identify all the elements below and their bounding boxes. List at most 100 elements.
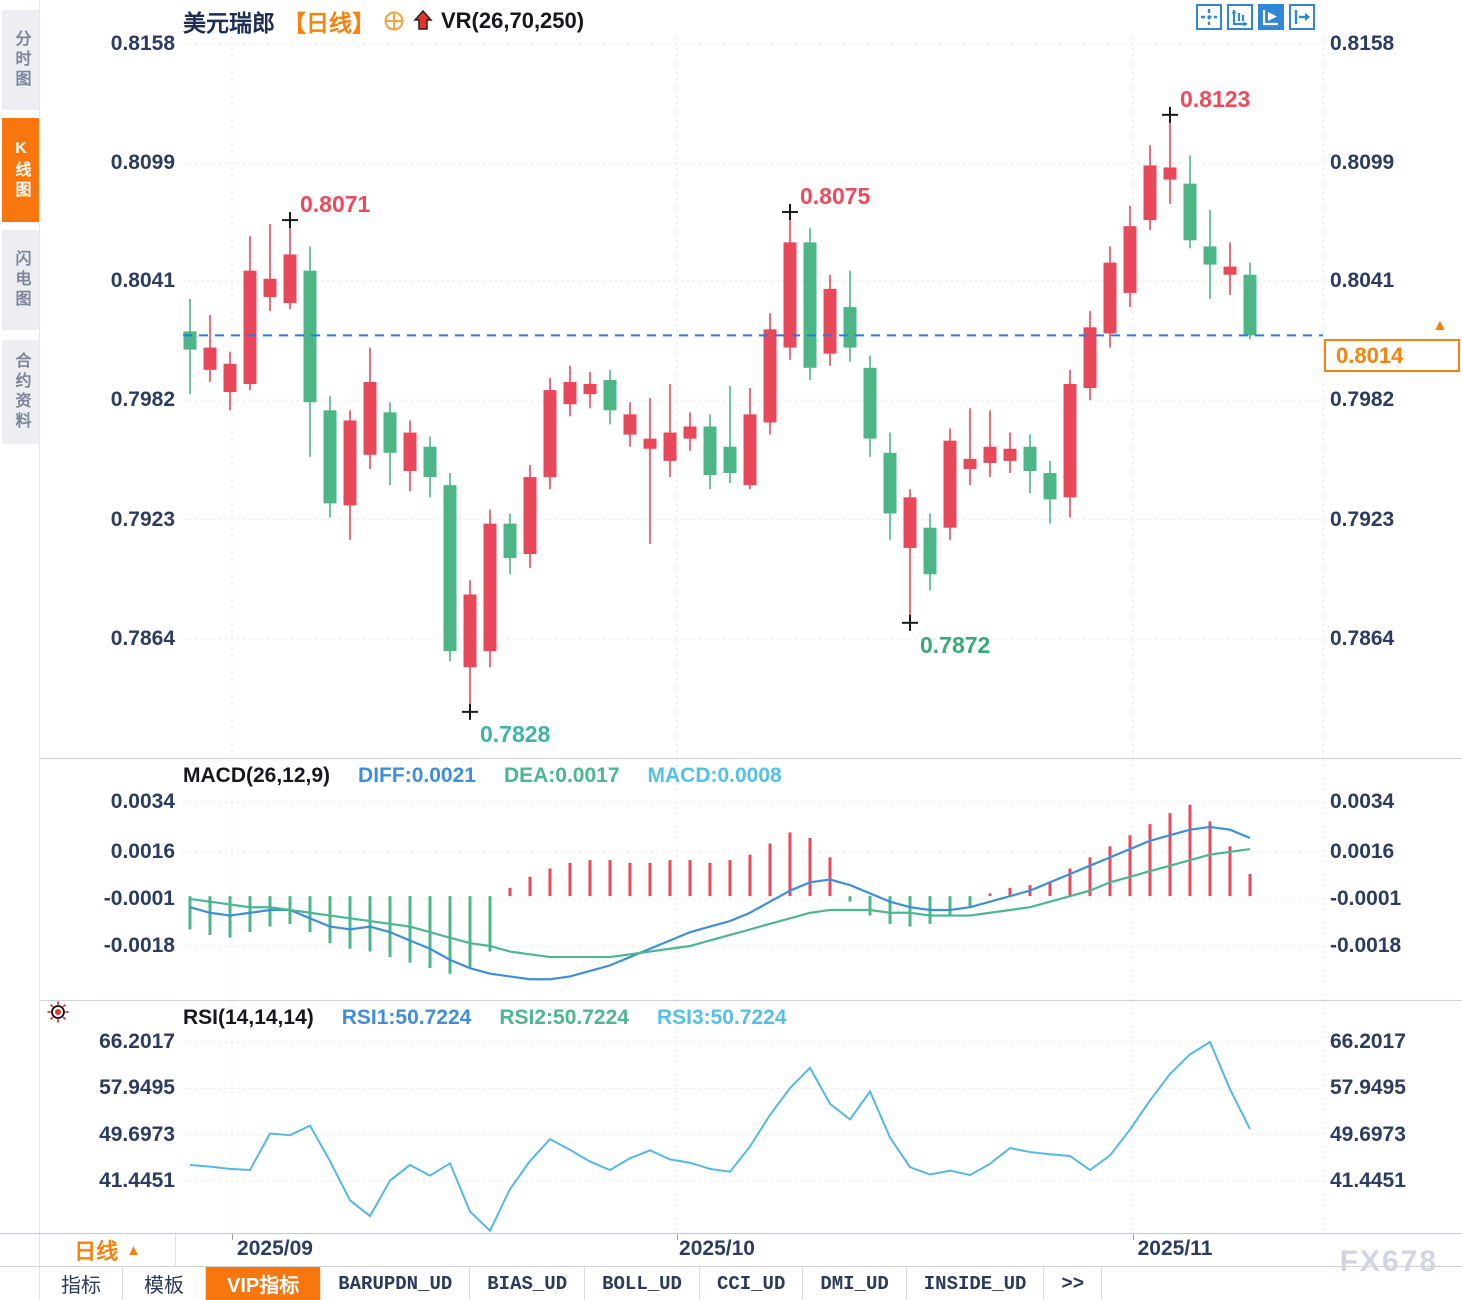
candle-body (763, 329, 777, 423)
date-tick-label: 2025/11 (1137, 1237, 1213, 1260)
period-selector[interactable]: 日线 ▲ (40, 1234, 176, 1266)
price-axis-right: 0.8158 0.8099 0.8041 0.7982 0.7923 0.7864 (1330, 32, 1460, 758)
axis-tick-label: -0.0001 (1330, 886, 1402, 910)
candle-body (463, 594, 477, 668)
axis-tick-label: 0.8158 (1330, 32, 1395, 55)
chart-play-icon[interactable] (1258, 4, 1284, 30)
window-icon-group (1196, 4, 1315, 30)
time-axis: 日线 ▲ 2025/09 2025/10 2025/11 (0, 1233, 1462, 1267)
candle-body (443, 485, 457, 652)
candle-body (523, 477, 537, 554)
rsi-line (189, 1040, 1251, 1233)
candle-body (483, 523, 497, 652)
candle-body (683, 426, 697, 439)
price-annotation: 0.8075 (800, 183, 871, 209)
candle-body (543, 390, 557, 478)
dea-line (189, 847, 1251, 959)
rsi-panel[interactable]: RSI(14,14,14) RSI1:50.7224 RSI2:50.7224 … (40, 1000, 1462, 1234)
candle-body (363, 381, 377, 455)
date-tick-mark (677, 1234, 678, 1240)
indicator-tab-2[interactable]: 模板 (123, 1267, 206, 1300)
axis-scale-icon[interactable] (1227, 4, 1253, 30)
indicator-tab-9[interactable]: INSIDE_UD (907, 1267, 1045, 1300)
period-up-triangle-icon: ▲ (126, 1241, 141, 1259)
date-tick-mark (232, 1234, 233, 1240)
candlestick-chart: 0.8071 0.7828 0.8075 0.7872 0.8123 (183, 36, 1324, 758)
axis-tick-label: 0.8158 (110, 32, 175, 55)
axis-tick-label: 0.0034 (110, 790, 175, 813)
date-tick-label: 2025/09 (237, 1237, 313, 1260)
candle-body (883, 452, 897, 514)
candle-body (323, 410, 337, 504)
indicator-tab-1[interactable]: 指标 (40, 1267, 123, 1300)
macd-axis-left: 0.0034 0.0016 -0.0001 -0.0018 (80, 759, 175, 1000)
axis-tick-label: 0.8099 (1330, 151, 1395, 175)
exit-right-icon[interactable] (1289, 4, 1315, 30)
macd-title[interactable]: MACD(26,12,9) (183, 764, 331, 787)
sun-alert-icon[interactable] (46, 1000, 70, 1024)
current-price-tag[interactable]: 0.8014 (1324, 339, 1460, 372)
candle-body (423, 446, 437, 478)
candle-body (723, 446, 737, 474)
sidebar-tab-2[interactable]: K线图 (2, 118, 39, 222)
candle-body (263, 278, 277, 297)
candle-body (183, 331, 197, 350)
candle-body (1123, 226, 1137, 293)
axis-tick-label: 0.7923 (110, 507, 175, 531)
axis-tick-label: -0.0001 (103, 886, 175, 910)
price-axis-left: 0.8158 0.8099 0.8041 0.7982 0.7923 0.7864 (80, 32, 175, 758)
axis-tick-label: 66.2017 (99, 1030, 175, 1053)
up-arrow-icon (413, 9, 433, 30)
candle-body (903, 497, 917, 548)
candle-body (1103, 262, 1117, 334)
candle-body (1063, 384, 1077, 498)
candle-body (1223, 266, 1237, 275)
sidebar-tab-3[interactable]: 闪电图 (2, 230, 39, 330)
candle-body (563, 381, 577, 405)
indicator-tab-8[interactable]: DMI_UD (803, 1267, 907, 1300)
candle-body (243, 270, 257, 384)
axis-tick-label: 57.9495 (99, 1076, 175, 1100)
indicator-tab-7[interactable]: CCI_UD (700, 1267, 804, 1300)
candle-body (863, 367, 877, 439)
candle-body (303, 270, 317, 403)
indicator-tab-10[interactable]: >> (1044, 1267, 1103, 1300)
candle-body (1043, 473, 1057, 500)
candle-body (803, 242, 817, 368)
candle-body (383, 412, 397, 453)
candlestick-panel[interactable]: 0.8071 0.7828 0.8075 0.7872 0.8123 0.8158 0.8… (40, 32, 1462, 758)
rsi-header: RSI(14,14,14) RSI1:50.7224 RSI2:50.7224 … (183, 1003, 787, 1033)
rsi-title[interactable]: RSI(14,14,14) (183, 1006, 314, 1029)
indicator-tab-3[interactable]: VIP指标 (206, 1267, 322, 1300)
indicator-tab-4[interactable]: BARUPDN_UD (321, 1267, 471, 1300)
pan-crosshair-icon[interactable] (1196, 4, 1222, 30)
target-circle-icon[interactable] (383, 10, 405, 32)
axis-tick-label: 0.7864 (1330, 627, 1395, 650)
candle-body (1023, 446, 1037, 472)
macd-chart (183, 759, 1324, 1001)
candle-body (343, 420, 357, 506)
price-annotation: 0.7872 (920, 632, 990, 658)
candle-body (1183, 183, 1197, 241)
axis-tick-label: 0.8099 (110, 151, 175, 175)
price-tag-up-arrow[interactable]: ▲ (1432, 317, 1448, 334)
axis-tick-label: 0.7923 (1330, 507, 1395, 531)
candle-body (1243, 274, 1257, 336)
sidebar-tab-4[interactable]: 合约资料 (2, 340, 39, 444)
axis-tick-label: 0.7982 (110, 388, 175, 412)
axis-tick-label: -0.0018 (1330, 934, 1402, 957)
candle-body (1083, 327, 1097, 389)
indicator-tab-6[interactable]: BOLL_UD (585, 1267, 700, 1300)
candle-body (1203, 246, 1217, 265)
axis-corner-cell (0, 1234, 40, 1266)
candle-body (223, 363, 237, 393)
period-tag[interactable]: 【日线】 (283, 10, 375, 36)
macd-panel[interactable]: MACD(26,12,9) DIFF:0.0021 DEA:0.0017 MAC… (40, 758, 1462, 1001)
axis-tick-label: 0.0016 (110, 839, 175, 863)
date-tick-label: 2025/10 (679, 1237, 755, 1260)
candle-body (663, 432, 677, 461)
price-annotation: 0.8071 (300, 191, 371, 217)
indicator-tab-5[interactable]: BIAS_UD (470, 1267, 586, 1300)
sidebar-tab-1[interactable]: 分时图 (2, 10, 39, 110)
vr-indicator-label[interactable]: VR(26,70,250) (441, 8, 585, 33)
